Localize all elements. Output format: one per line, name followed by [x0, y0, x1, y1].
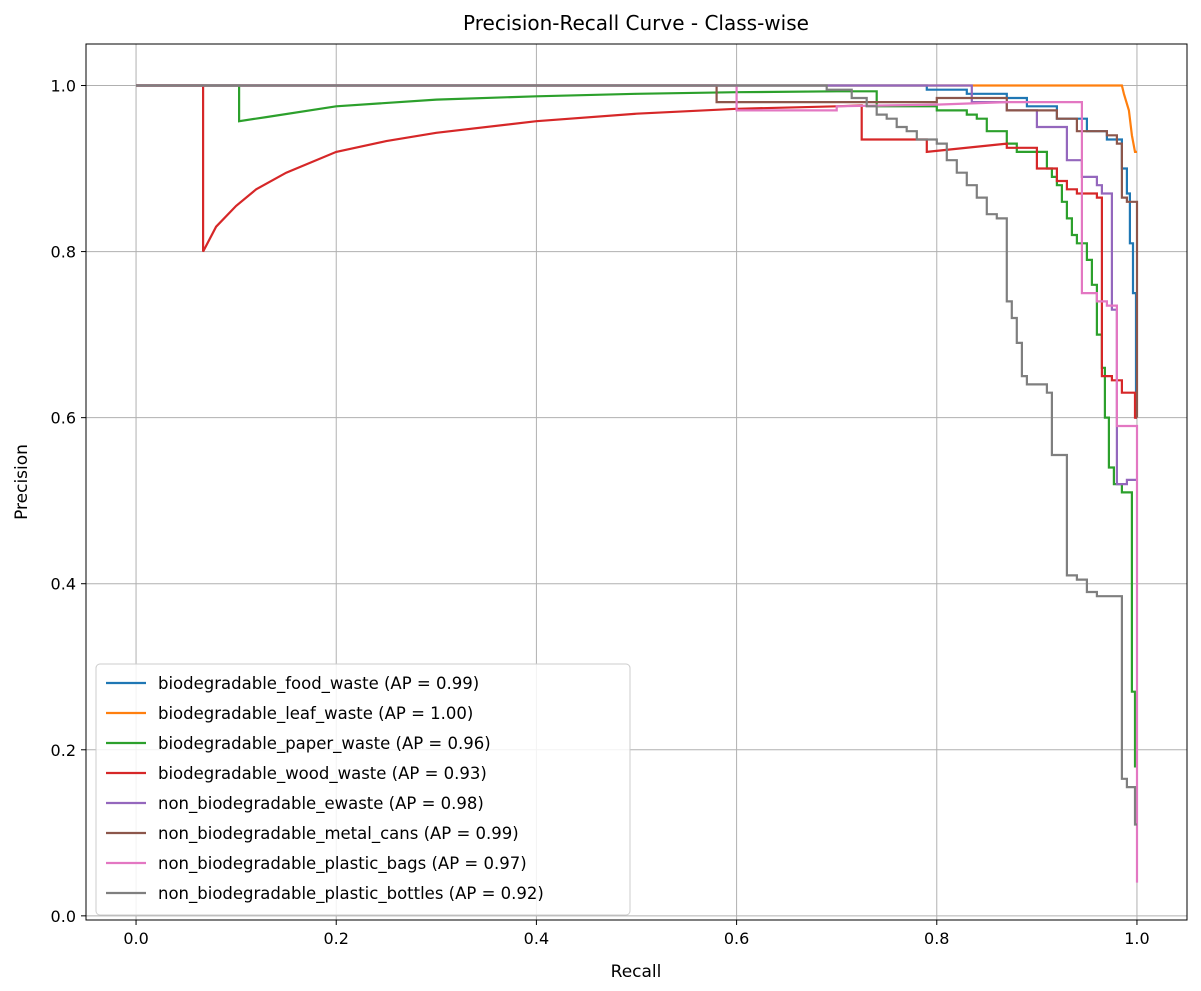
y-tick-label: 0.6 [51, 409, 76, 428]
legend-label: non_biodegradable_plastic_bottles (AP = … [158, 884, 544, 904]
legend-label: non_biodegradable_plastic_bags (AP = 0.9… [158, 854, 527, 874]
x-tick-label: 0.2 [324, 929, 349, 948]
x-tick-label: 0.8 [924, 929, 949, 948]
y-tick-label: 1.0 [51, 77, 76, 96]
legend-label: biodegradable_wood_waste (AP = 0.93) [158, 764, 487, 784]
x-axis-label: Recall [611, 962, 662, 982]
x-tick-label: 0.6 [724, 929, 749, 948]
legend-label: biodegradable_food_waste (AP = 0.99) [158, 674, 479, 694]
series-group [136, 84, 1139, 883]
series-line-8 [136, 84, 1137, 826]
legend-label: biodegradable_paper_waste (AP = 0.96) [158, 734, 491, 754]
series-line-2 [136, 84, 1137, 153]
legend: biodegradable_food_waste (AP = 0.99) biod… [95, 663, 631, 916]
series-line-3 [136, 84, 1137, 768]
legend-box [95, 663, 631, 916]
legend-label: non_biodegradable_ewaste (AP = 0.98) [158, 794, 484, 814]
y-tick-label: 0.2 [51, 741, 76, 760]
x-tick-label: 0.0 [123, 929, 148, 948]
legend-label: non_biodegradable_metal_cans (AP = 0.99) [158, 824, 519, 844]
y-axis-label: Precision [12, 444, 32, 520]
series-line-4 [136, 84, 1137, 419]
y-tick-label: 0.0 [51, 907, 76, 926]
plot-frame [85, 43, 1188, 921]
series-line-6 [136, 84, 1139, 418]
y-tick-label: 0.8 [51, 243, 76, 262]
y-tick-label: 0.4 [51, 575, 76, 594]
series-line-7 [136, 84, 1139, 883]
chart-title: Precision-Recall Curve - Class-wise [463, 11, 809, 35]
legend-label: biodegradable_leaf_waste (AP = 1.00) [158, 704, 473, 724]
ticks: 0.0 0.2 0.4 0.6 0.8 1.0 0.0 0.2 0.4 0.6 0.8 1.0 [51, 77, 1150, 948]
x-tick-label: 1.0 [1124, 929, 1149, 948]
x-tick-label: 0.4 [524, 929, 549, 948]
